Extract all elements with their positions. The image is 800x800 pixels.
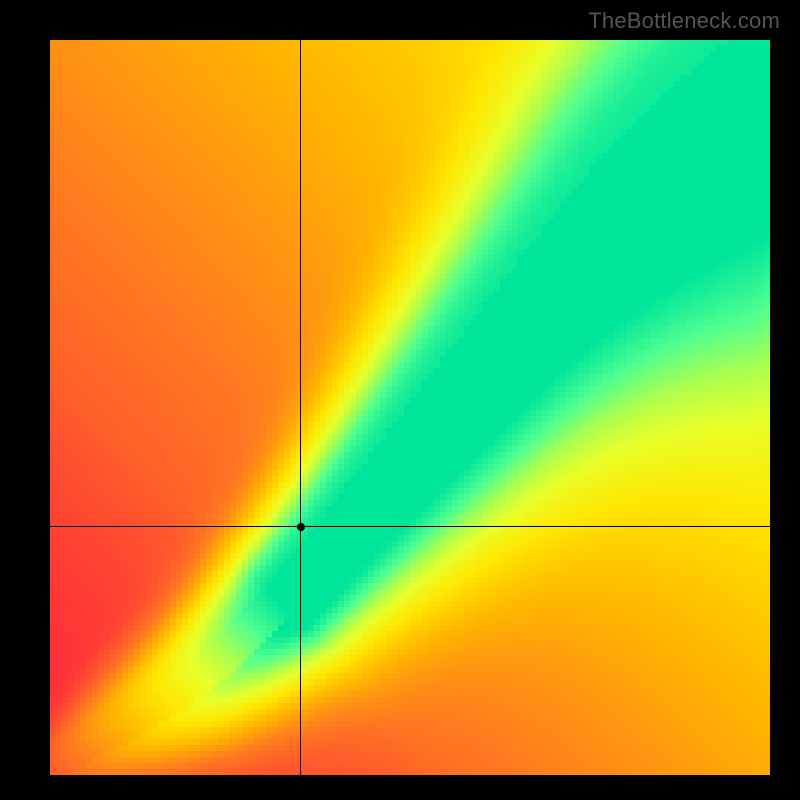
heatmap-canvas xyxy=(50,40,770,775)
crosshair-vertical xyxy=(300,40,301,775)
crosshair-horizontal xyxy=(50,526,770,527)
chart-container: TheBottleneck.com xyxy=(0,0,800,800)
crosshair-marker xyxy=(297,523,305,531)
watermark-text: TheBottleneck.com xyxy=(588,8,780,34)
